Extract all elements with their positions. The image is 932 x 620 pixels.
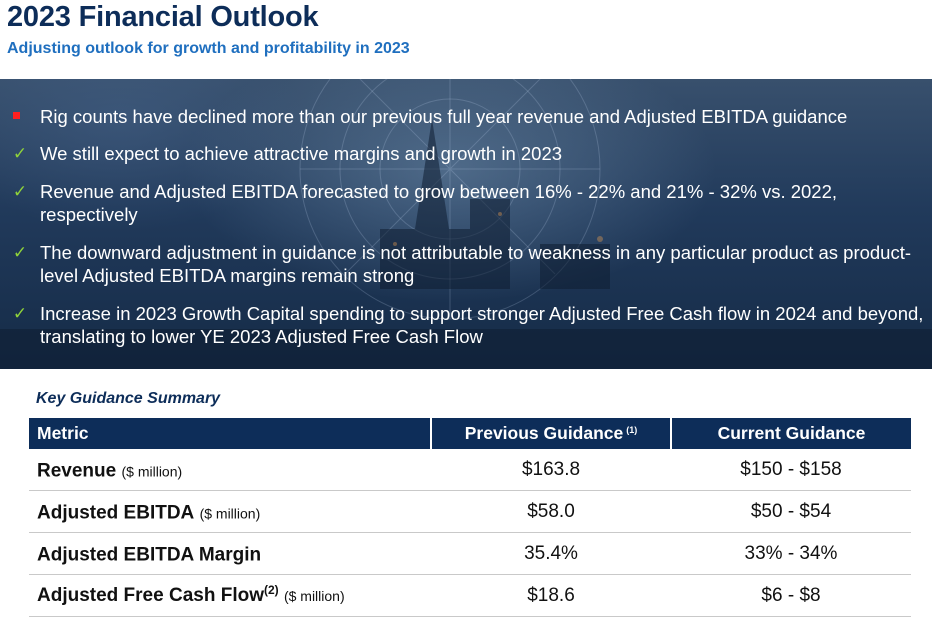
bullet-text: Revenue and Adjusted EBITDA forecasted t… [40, 181, 838, 225]
previous-guidance-cell: $58.0 [431, 490, 671, 533]
guidance-table: Metric Previous Guidance (1) Current Guid… [29, 418, 911, 617]
table-row: Revenue ($ million) $163.8 $150 - $158 [29, 449, 911, 491]
metric-unit: ($ million) [283, 587, 345, 604]
table-header-row: Metric Previous Guidance (1) Current Guid… [29, 418, 911, 449]
metric-name: Adjusted EBITDA Margin [37, 544, 262, 566]
metric-cell: Adjusted EBITDA Margin [29, 532, 431, 575]
column-header-label: Metric [37, 423, 89, 443]
metric-cell: Revenue ($ million) [29, 449, 431, 491]
metric-name: Adjusted Free Cash Flow(2) [37, 582, 279, 606]
previous-guidance-cell: 35.4% [431, 532, 671, 575]
check-icon: ✓ [12, 304, 28, 323]
current-guidance-cell: 33% - 34% [671, 532, 911, 575]
footnote-marker: (1) [626, 425, 638, 435]
current-guidance-cell: $6 - $8 [671, 574, 911, 617]
bullet-text: The downward adjustment in guidance is n… [40, 242, 912, 286]
column-header-label: Current Guidance [717, 423, 866, 443]
bullet-text: Increase in 2023 Growth Capital spending… [40, 303, 924, 347]
key-guidance-summary-label: Key Guidance Summary [36, 390, 221, 407]
metric-cell: Adjusted EBITDA ($ million) [29, 490, 431, 533]
bullet-text: Rig counts have declined more than our p… [40, 106, 848, 127]
outlook-bullet-list: Rig counts have declined more than our p… [0, 79, 932, 369]
bullet-text: We still expect to achieve attractive ma… [40, 143, 563, 164]
check-icon: ✓ [12, 182, 28, 201]
oil-rig-background-image [0, 79, 932, 369]
metric-unit: ($ million) [199, 505, 261, 522]
column-header-label: Previous Guidance [464, 423, 624, 443]
previous-guidance-cell: $18.6 [431, 574, 671, 617]
footnote-marker: (2) [263, 582, 279, 597]
table-row: Adjusted Free Cash Flow(2) ($ million) $… [29, 574, 911, 617]
outlook-banner: Rig counts have declined more than our p… [0, 79, 932, 369]
column-header-current-guidance: Current Guidance [670, 418, 911, 449]
red-square-icon [13, 112, 20, 119]
current-guidance-cell: $50 - $54 [671, 490, 911, 533]
column-header-metric: Metric [29, 418, 431, 449]
page-subtitle: Adjusting outlook for growth and profita… [7, 40, 410, 57]
table-row: Adjusted EBITDA ($ million) $58.0 $50 - … [29, 490, 911, 533]
current-guidance-cell: $150 - $158 [671, 449, 911, 491]
column-header-previous-guidance: Previous Guidance (1) [430, 418, 671, 449]
metric-name: Revenue [37, 460, 117, 482]
metric-cell: Adjusted Free Cash Flow(2) ($ million) [29, 574, 431, 617]
check-icon: ✓ [12, 144, 28, 163]
table-row: Adjusted EBITDA Margin 35.4% 33% - 34% [29, 532, 911, 575]
metric-name-text: Adjusted Free Cash Flow [37, 584, 264, 606]
page-title: 2023 Financial Outlook [7, 1, 319, 33]
check-icon: ✓ [12, 243, 28, 262]
metric-name: Adjusted EBITDA [37, 502, 195, 524]
metric-unit: ($ million) [121, 463, 183, 480]
previous-guidance-cell: $163.8 [431, 449, 671, 491]
